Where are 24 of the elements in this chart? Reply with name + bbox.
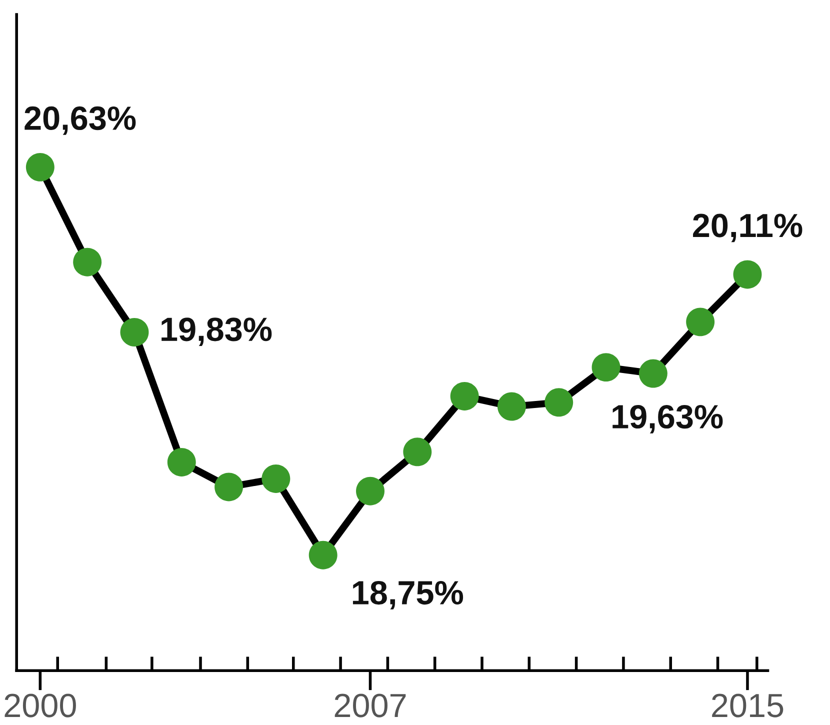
point xyxy=(733,260,762,289)
point xyxy=(403,438,432,466)
point xyxy=(638,359,668,388)
data-label: 19,63% xyxy=(612,404,723,434)
point xyxy=(167,448,196,476)
data-label: 19,83% xyxy=(162,318,272,346)
point xyxy=(686,308,715,336)
point xyxy=(120,318,149,346)
point xyxy=(497,392,526,421)
x-tick-label: 2007 xyxy=(334,694,406,718)
point xyxy=(214,472,244,502)
x-tick-label: 2000 xyxy=(4,694,76,718)
point xyxy=(262,464,290,493)
data-label: 18,75% xyxy=(352,580,464,610)
x-tick-label: 2015 xyxy=(712,694,784,718)
point xyxy=(592,353,620,382)
point xyxy=(544,388,574,417)
data-label: 20,63% xyxy=(24,106,136,135)
data-label: 20,11% xyxy=(693,214,802,242)
point xyxy=(26,152,54,182)
point xyxy=(308,540,338,570)
point xyxy=(356,476,384,506)
point xyxy=(73,248,102,276)
point xyxy=(450,382,479,410)
